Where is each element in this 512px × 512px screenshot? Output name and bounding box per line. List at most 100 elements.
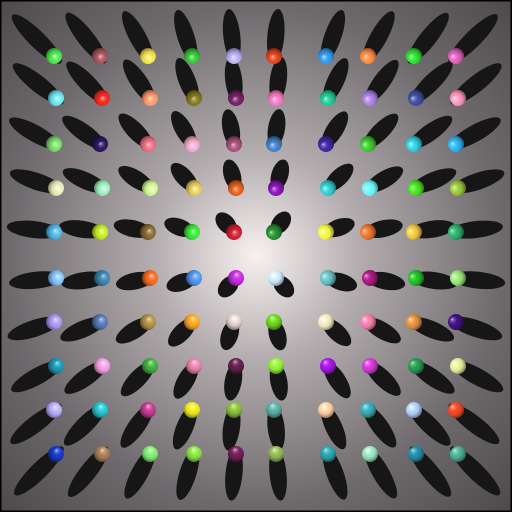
sphere-highlight — [269, 54, 278, 63]
sphere-highlight — [51, 404, 61, 413]
sphere-highlight — [322, 185, 331, 194]
sphere-highlight — [322, 359, 331, 369]
sphere-highlight — [409, 184, 418, 194]
sphere-highlight — [451, 95, 461, 104]
sphere-highlight — [232, 96, 241, 105]
sphere-highlight — [322, 447, 332, 456]
sphere-highlight — [449, 141, 458, 150]
sphere-highlight — [99, 95, 108, 105]
sphere-highlight — [147, 360, 156, 369]
sphere-highlight — [363, 273, 372, 282]
sphere-highlight — [190, 228, 199, 238]
sphere-highlight — [52, 317, 61, 326]
sphere-highlight — [53, 95, 63, 104]
sphere-highlight — [230, 403, 239, 412]
sphere-highlight — [269, 142, 278, 151]
sphere-highlight — [321, 54, 330, 63]
sphere-highlight — [52, 141, 61, 150]
sphere-highlight — [449, 317, 458, 326]
sphere-highlight — [362, 54, 371, 63]
sphere-highlight — [232, 447, 241, 456]
sphere-highlight — [364, 447, 373, 456]
sphere-highlight — [322, 96, 332, 105]
sphere-highlight — [269, 403, 278, 412]
sphere-highlight — [450, 53, 459, 62]
sphere-highlight — [363, 185, 373, 194]
sphere-highlight — [407, 228, 416, 237]
sphere-highlight — [54, 360, 63, 369]
sphere-highlight — [230, 54, 239, 63]
sphere-highlight — [452, 448, 461, 457]
sphere-highlight — [54, 184, 63, 193]
sphere-highlight — [233, 272, 242, 281]
sphere-highlight — [361, 228, 370, 237]
sphere-highlight — [362, 141, 371, 150]
sphere-highlight — [361, 316, 370, 325]
sphere-highlight — [449, 228, 458, 237]
sphere-highlight — [97, 141, 107, 150]
sphere-highlight — [362, 403, 371, 413]
sphere-highlight — [408, 404, 417, 413]
sphere-highlight — [190, 96, 200, 105]
sphere-highlight — [100, 184, 109, 194]
sphere-highlight — [407, 316, 416, 326]
sphere-highlight — [147, 95, 156, 105]
sphere-highlight — [320, 141, 329, 151]
sphere-highlight — [451, 360, 460, 369]
sphere-highlight — [271, 447, 280, 456]
sphere-highlight — [271, 96, 280, 105]
sphere-highlight — [409, 360, 419, 369]
sphere-highlight — [147, 447, 156, 456]
sphere-highlight — [99, 447, 108, 457]
sphere-highlight — [320, 316, 329, 325]
sphere-highlight — [189, 316, 198, 325]
sphere-highlight — [364, 95, 373, 105]
sphere-highlight — [409, 273, 418, 282]
sphere-highlight — [99, 360, 109, 369]
sphere-highlight — [408, 53, 417, 63]
sphere-highlight — [410, 447, 419, 457]
sphere-highlight — [188, 54, 197, 63]
sphere-highlight — [146, 228, 155, 237]
sphere-highlight — [268, 229, 277, 239]
sphere-highlight — [97, 53, 106, 63]
sphere-highlight — [54, 273, 63, 282]
sphere-highlight — [145, 141, 154, 150]
sphere-highlight — [100, 273, 109, 282]
sphere-highlight — [270, 272, 279, 281]
sphere-highlight — [147, 185, 157, 194]
sphere-highlight — [145, 316, 155, 325]
sphere-highlight — [269, 315, 278, 324]
sphere-highlight — [451, 184, 460, 193]
sphere-highlight — [145, 54, 154, 63]
sphere-highlight — [98, 228, 107, 237]
sphere-highlight — [364, 360, 373, 369]
sphere-highlight — [410, 95, 419, 105]
sphere-highlight — [271, 359, 280, 368]
sphere-highlight — [145, 403, 154, 413]
sphere-highlight — [190, 447, 199, 456]
sphere-highlight — [52, 228, 61, 237]
ball-layer — [46, 48, 466, 462]
sphere-highlight — [319, 228, 328, 237]
sphere-highlight — [230, 315, 239, 324]
sphere-highlight — [148, 273, 157, 282]
sphere-highlight — [451, 273, 460, 282]
sphere-highlight — [191, 359, 200, 368]
sphere-highlight — [53, 448, 62, 457]
sphere-highlight — [321, 273, 330, 282]
sphere-highlight — [188, 403, 198, 412]
sphere-highlight — [191, 185, 200, 194]
sphere-highlight — [98, 316, 107, 326]
sphere-highlight — [231, 229, 240, 238]
sphere-highlight — [320, 403, 330, 412]
sphere-highlight — [407, 141, 417, 150]
sphere-highlight — [51, 53, 60, 62]
sphere-highlight — [230, 142, 239, 151]
sphere-highlight — [271, 186, 280, 195]
sphere-highlight — [97, 404, 107, 413]
sphere-highlight — [189, 142, 198, 151]
sphere-highlight — [232, 359, 241, 368]
sphere-highlight — [192, 273, 201, 282]
